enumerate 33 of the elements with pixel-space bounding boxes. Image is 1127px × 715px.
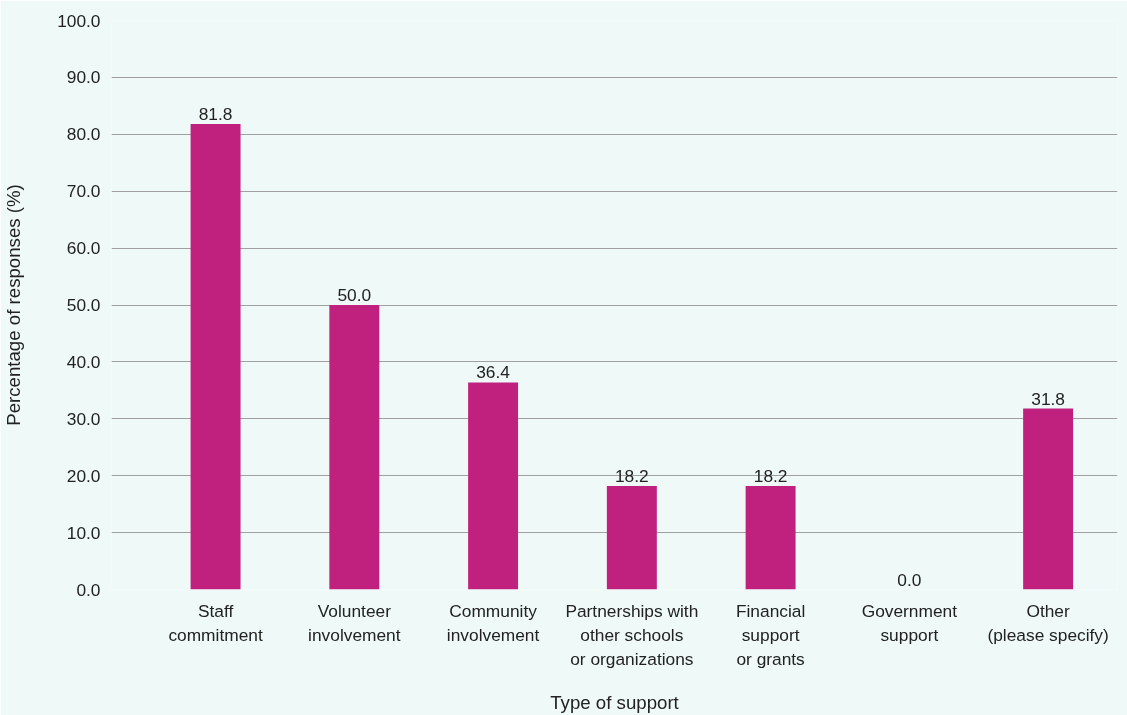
data-label: 50.0 xyxy=(337,285,372,305)
bar xyxy=(468,382,519,590)
bar xyxy=(745,485,796,590)
bar xyxy=(329,305,380,590)
data-label: 18.2 xyxy=(614,465,649,486)
x-tick-label: Government support xyxy=(861,600,958,645)
data-label: 81.8 xyxy=(198,104,233,125)
x-tick-label: Other (please specify) xyxy=(987,600,1109,645)
y-tick-label: 80.0 xyxy=(66,124,101,145)
bar xyxy=(190,124,241,590)
x-tick-label: Community involvement xyxy=(446,600,540,645)
y-tick-label: 90.0 xyxy=(66,67,101,88)
y-tick-label: 50.0 xyxy=(66,295,101,315)
y-tick-label: 70.0 xyxy=(66,181,101,202)
y-tick-label: 20.0 xyxy=(66,465,101,486)
x-axis-title: Type of support xyxy=(550,691,680,713)
x-tick-label: Staff commitment xyxy=(168,600,263,645)
data-label: 18.2 xyxy=(753,465,788,486)
bar xyxy=(1023,408,1074,590)
x-tick-label: Partnerships with other schools or organizations xyxy=(565,600,699,669)
data-label: 36.4 xyxy=(476,362,511,383)
bar xyxy=(606,485,657,590)
y-axis-title: Percentage of responses (%) xyxy=(3,184,25,426)
x-tick-label: Volunteer involvement xyxy=(308,600,401,645)
y-tick-label: 60.0 xyxy=(66,238,101,259)
data-label: 0.0 xyxy=(897,569,922,590)
y-tick-label: 100.0 xyxy=(57,10,101,31)
y-tick-label: 30.0 xyxy=(66,408,101,429)
y-tick-label: 40.0 xyxy=(66,351,101,372)
y-tick-label: 0.0 xyxy=(76,579,101,600)
data-label: 31.8 xyxy=(1031,388,1065,409)
x-tick-label: Financial support or grants xyxy=(735,600,806,669)
y-tick-label: 10.0 xyxy=(66,522,101,543)
